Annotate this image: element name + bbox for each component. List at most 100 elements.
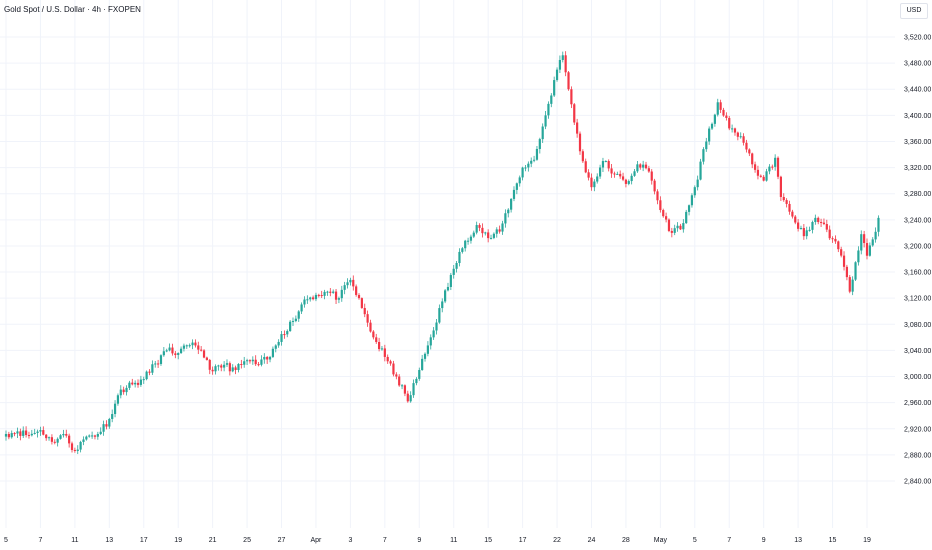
candle-body <box>547 103 550 116</box>
x-tick-label: 9 <box>417 537 421 544</box>
candle-body <box>768 166 771 172</box>
candle-body <box>799 228 803 230</box>
x-tick-label: 11 <box>450 537 457 544</box>
y-tick-label: 3,000.00 <box>904 374 931 381</box>
candle-body <box>346 282 349 286</box>
y-tick-label: 3,080.00 <box>904 322 931 329</box>
chart-title: Gold Spot / U.S. Dollar · 4h · FXOPEN <box>4 5 141 14</box>
candle-body <box>553 80 556 96</box>
candle-body <box>45 434 48 439</box>
candle-body <box>36 431 39 433</box>
candle-body <box>50 437 54 442</box>
candle-body <box>478 225 481 228</box>
candle-body <box>748 149 751 154</box>
candle-body <box>742 136 745 143</box>
candle-body <box>825 224 828 230</box>
y-tick-label: 3,160.00 <box>904 270 931 277</box>
candle-body <box>16 431 19 434</box>
price-axis[interactable]: 3,520.00 3,480.00 3,440.00 3,400.00 3,360.00… <box>904 35 931 486</box>
candle-body <box>613 173 616 175</box>
candle-body <box>452 268 455 275</box>
candle-body <box>708 128 711 142</box>
x-tick-label: 15 <box>829 537 837 544</box>
candle-body <box>197 345 200 350</box>
candle-body <box>217 365 220 367</box>
candle-body <box>665 216 668 220</box>
candle-body <box>564 55 567 73</box>
y-tick-label: 3,440.00 <box>904 87 931 94</box>
candle-body <box>294 318 297 322</box>
candle-body <box>702 149 705 162</box>
candle-body <box>851 279 854 292</box>
candle-body <box>716 102 719 115</box>
candle-body <box>62 433 65 436</box>
candle-body <box>366 314 369 323</box>
candle-body <box>808 229 811 231</box>
x-tick-label: 21 <box>209 537 217 544</box>
candle-body <box>561 55 564 60</box>
candle-body <box>745 142 748 150</box>
candle-body <box>596 176 599 182</box>
candle-body <box>828 229 831 239</box>
candle-body <box>731 128 734 130</box>
y-tick-label: 3,480.00 <box>904 61 931 68</box>
candle-body <box>340 289 343 299</box>
currency-button[interactable]: USD <box>900 3 928 19</box>
candle-body <box>266 356 269 360</box>
x-tick-label: 22 <box>553 537 561 544</box>
candle-body <box>751 153 754 165</box>
candle-body <box>432 330 435 338</box>
candle-body <box>822 222 826 225</box>
candle-body <box>788 203 791 212</box>
candle-body <box>860 234 863 251</box>
candle-body <box>306 299 309 301</box>
candle-body <box>116 395 120 404</box>
candle-body <box>200 349 203 351</box>
candle-body <box>289 321 292 332</box>
candle-body <box>99 431 102 434</box>
candle-body <box>567 72 570 90</box>
candle-body <box>653 180 656 192</box>
candle-body <box>797 222 800 229</box>
candle-body <box>154 363 157 365</box>
candle-body <box>555 69 559 81</box>
candle-body <box>504 213 507 224</box>
candle-body <box>771 166 774 168</box>
candle-body <box>673 228 676 233</box>
time-axis[interactable]: 5 7 11 13 17 19 21 25 27 Apr 3 7 9 11 15 17 22 24 28 May 5 7 9… <box>4 537 871 544</box>
candle-body <box>343 285 346 290</box>
candle-body <box>610 168 613 174</box>
candle-body <box>56 438 59 443</box>
candle-body <box>682 223 685 230</box>
candle-body <box>88 435 91 437</box>
x-tick-label: 7 <box>727 537 731 544</box>
candle-body <box>814 217 817 223</box>
x-tick-label: 5 <box>4 537 8 544</box>
candle-body <box>383 348 386 357</box>
candle-body <box>466 240 470 242</box>
candle-body <box>47 437 51 439</box>
candle-body <box>360 298 363 308</box>
candle-body <box>179 348 183 354</box>
x-tick-label: 11 <box>71 537 78 544</box>
candle-body <box>355 286 358 295</box>
candle-body <box>659 200 662 211</box>
candle-body <box>429 337 432 346</box>
candle-body <box>177 353 180 355</box>
candle-body <box>274 345 277 349</box>
candle-body <box>469 236 473 241</box>
candle-body <box>593 181 596 188</box>
candle-body <box>676 225 679 229</box>
candle-body <box>656 191 659 201</box>
candle-body <box>257 364 260 366</box>
candle-body <box>446 286 450 291</box>
candle-body <box>260 359 263 365</box>
candle-body <box>415 378 418 384</box>
x-tick-label: 9 <box>762 537 766 544</box>
candle-body <box>685 211 688 224</box>
candle-body <box>524 167 527 169</box>
candle-body <box>530 160 533 164</box>
candle-body <box>237 364 240 370</box>
candle-body <box>30 433 33 436</box>
